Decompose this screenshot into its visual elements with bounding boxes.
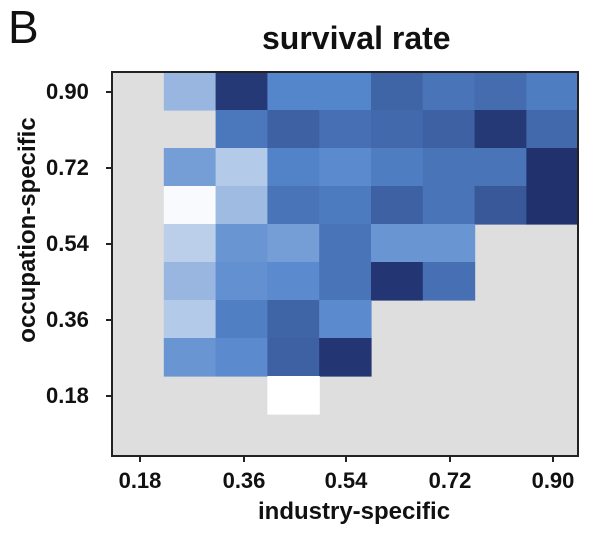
heatmap-cell — [163, 72, 217, 111]
y-tick-label: 0.36 — [46, 307, 89, 332]
heatmap-cell — [422, 262, 476, 301]
heatmap-cell — [267, 262, 320, 301]
chart-title: survival rate — [262, 20, 451, 56]
heatmap-cell — [163, 224, 217, 263]
y-tick-label: 0.54 — [46, 231, 89, 256]
heatmap-cell — [319, 262, 372, 301]
heatmap-cell — [163, 186, 217, 225]
heatmap-cell — [371, 72, 424, 111]
y-axis-label: occupation-specific — [14, 117, 41, 343]
x-tick-label: 0.54 — [324, 468, 368, 493]
heatmap-cell — [474, 72, 527, 111]
heatmap-cells — [112, 72, 579, 456]
heatmap-cell — [474, 110, 527, 149]
panel-label: B — [8, 1, 39, 53]
heatmap-cell — [163, 148, 217, 187]
heatmap-cell — [215, 300, 268, 339]
x-tick-label: 0.90 — [531, 468, 575, 493]
heatmap-cell — [319, 110, 372, 149]
heatmap-cell — [215, 262, 268, 301]
heatmap-cell — [526, 110, 579, 149]
heatmap-cell — [163, 300, 217, 339]
heatmap-cell — [526, 186, 579, 225]
heatmap-cell — [371, 110, 424, 149]
heatmap-cell — [319, 338, 372, 377]
heatmap-cell — [371, 224, 424, 263]
heatmap-cell — [215, 338, 268, 377]
heatmap-cell — [422, 148, 476, 187]
heatmap-cell — [422, 72, 476, 111]
y-tick-label: 0.18 — [46, 383, 89, 408]
heatmap-cell — [163, 338, 217, 377]
heatmap-cell — [319, 300, 372, 339]
heatmap-cell — [267, 110, 320, 149]
heatmap-cell — [215, 148, 268, 187]
heatmap-cell — [319, 148, 372, 187]
heatmap-cell — [526, 72, 579, 111]
heatmap-cell — [422, 224, 476, 263]
heatmap-cell — [215, 110, 268, 149]
tick-marks — [106, 91, 554, 462]
heatmap-cell — [474, 148, 527, 187]
heatmap-cell — [215, 186, 268, 225]
x-tick-label: 0.72 — [428, 468, 472, 493]
heatmap-cell — [371, 186, 424, 225]
heatmap-cell — [371, 148, 424, 187]
heatmap-cell — [267, 338, 320, 377]
heatmap-cell — [319, 72, 372, 111]
heatmap-cell — [319, 186, 372, 225]
heatmap-cell — [267, 186, 320, 225]
x-tick-label: 0.18 — [118, 468, 162, 493]
heatmap-cell — [267, 72, 320, 111]
heatmap-cell — [422, 186, 476, 225]
heatmap-cell — [267, 224, 320, 263]
heatmap-cell — [267, 148, 320, 187]
heatmap-cell — [163, 262, 217, 301]
x-tick-label: 0.36 — [222, 468, 266, 493]
heatmap-cell — [319, 224, 372, 263]
y-tick-label: 0.72 — [46, 155, 89, 180]
x-axis-label: industry-specific — [258, 498, 451, 525]
heatmap-cell — [215, 72, 268, 111]
heatmap-cell — [474, 186, 527, 225]
heatmap-cell — [215, 224, 268, 263]
heatmap-cell — [422, 110, 476, 149]
heatmap-cell — [267, 300, 320, 339]
heatmap-cell — [371, 262, 424, 301]
heatmap-cell — [526, 148, 579, 187]
y-tick-label: 0.90 — [46, 79, 89, 104]
heatmap-cell — [267, 376, 320, 415]
